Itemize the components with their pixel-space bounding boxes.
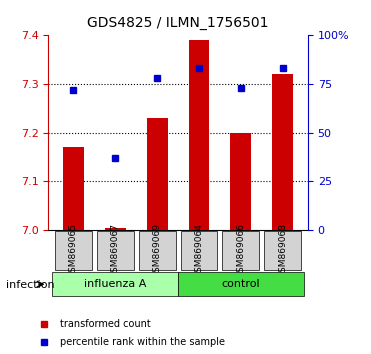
Text: percentile rank within the sample: percentile rank within the sample [60, 337, 225, 347]
Bar [105, 228, 126, 230]
Text: infection: infection [6, 280, 54, 290]
Bar [188, 40, 210, 230]
Text: GSM869066: GSM869066 [236, 223, 245, 278]
Text: GSM869067: GSM869067 [111, 223, 120, 278]
Bar [55, 230, 92, 270]
Bar [147, 118, 168, 230]
Bar [97, 230, 134, 270]
Text: GSM869069: GSM869069 [152, 223, 162, 278]
Bar [52, 272, 178, 296]
Title: GDS4825 / ILMN_1756501: GDS4825 / ILMN_1756501 [87, 16, 269, 30]
Bar [272, 74, 293, 230]
Text: GSM869065: GSM869065 [69, 223, 78, 278]
Bar [230, 133, 252, 230]
Text: GSM869064: GSM869064 [194, 223, 204, 278]
Text: influenza A: influenza A [84, 279, 147, 289]
Bar [139, 230, 175, 270]
Bar [181, 230, 217, 270]
Bar [178, 272, 304, 296]
Bar [265, 230, 301, 270]
Bar [63, 147, 84, 230]
Text: GSM869068: GSM869068 [278, 223, 287, 278]
Text: control: control [221, 279, 260, 289]
Bar [223, 230, 259, 270]
Text: transformed count: transformed count [60, 319, 151, 329]
